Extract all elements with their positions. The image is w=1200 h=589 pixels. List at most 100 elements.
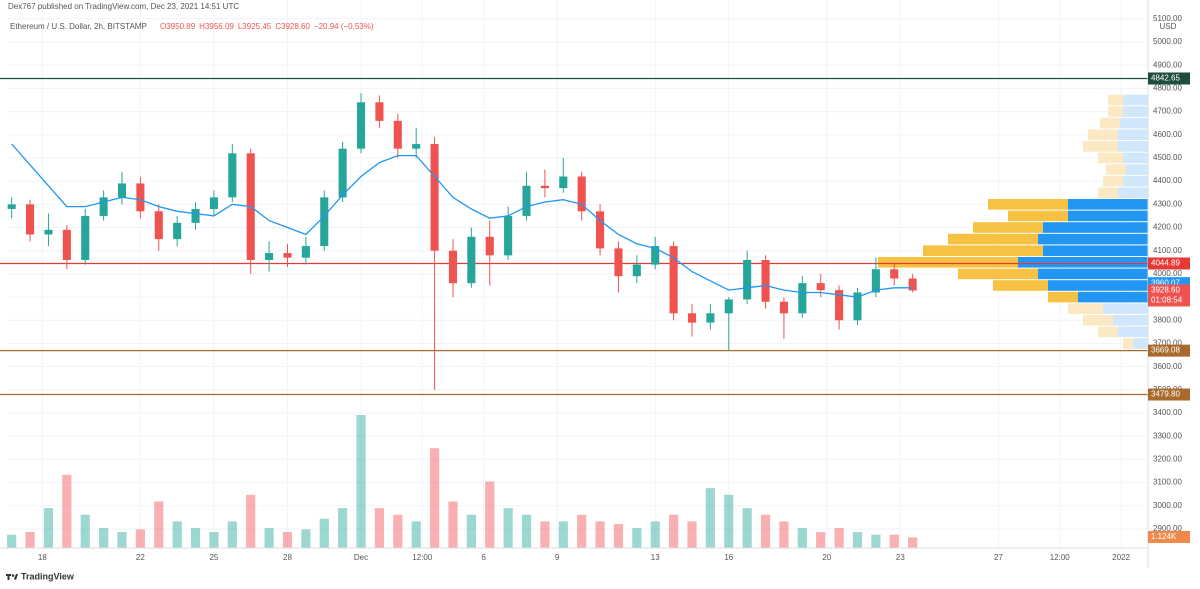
- profile-up: [1118, 326, 1148, 338]
- y-tick-label: 4200.00: [1153, 223, 1182, 232]
- volume-bar: [209, 532, 219, 548]
- volume-bar: [889, 534, 899, 548]
- candle-body: [577, 176, 586, 212]
- volume-bar: [852, 532, 863, 548]
- volume-bar: [117, 532, 127, 548]
- y-tick-label: 4700.00: [1153, 107, 1182, 116]
- x-tick-label: 27: [994, 553, 1003, 562]
- candle-body: [338, 148, 347, 198]
- level-label: 3479.80: [1151, 390, 1180, 399]
- candle-body: [283, 253, 292, 258]
- level-label-box: [1148, 257, 1190, 270]
- x-tick-label: 22: [136, 553, 145, 562]
- volume-bar: [135, 529, 145, 548]
- x-tick-label: 12:00: [1050, 553, 1071, 562]
- y-tick-label: 4500.00: [1153, 153, 1182, 162]
- price-label: 3960.07: [1151, 278, 1180, 287]
- profile-down: [1083, 141, 1118, 152]
- volume-bar: [43, 508, 54, 548]
- volume-bar: [429, 448, 440, 548]
- candle-body: [761, 259, 770, 302]
- volume-bar: [705, 488, 715, 548]
- volume-bar: [374, 508, 385, 548]
- y-tick-label: 3300.00: [1153, 431, 1182, 440]
- candle-body: [228, 153, 237, 198]
- axis: 2900.00 3000.00 3100.00 3200.00 3300.00 3400.…: [0, 0, 1190, 568]
- x-tick-label: 2022: [1112, 553, 1130, 562]
- profile-down: [1083, 314, 1113, 326]
- volume-label-box: [1148, 531, 1190, 543]
- candle-body: [908, 278, 917, 291]
- volume-bar: [319, 518, 329, 548]
- profile-up: [1018, 257, 1148, 268]
- x-tick-label: 12:00: [412, 553, 433, 562]
- volume-bar: [871, 534, 881, 548]
- candle-body: [853, 292, 862, 321]
- y-tick-label: 3200.00: [1153, 455, 1182, 464]
- price-label-box: [1148, 284, 1190, 307]
- profile-down: [1098, 187, 1118, 199]
- profile-down: [988, 199, 1068, 210]
- countdown: 01:08:54: [1151, 296, 1183, 305]
- x-tick-label: 6: [481, 553, 486, 562]
- volume-bar: [577, 514, 587, 548]
- profile-down: [1123, 338, 1133, 349]
- x-tick-label: 20: [822, 553, 831, 562]
- volume-bar: [338, 508, 348, 548]
- candle-body: [99, 197, 108, 216]
- volume-bar: [742, 508, 752, 548]
- profile-down: [1108, 94, 1123, 106]
- profile-down: [878, 257, 1018, 268]
- candle-body: [835, 290, 844, 321]
- x-tick-label: 25: [209, 553, 218, 562]
- y-tick-label: 3100.00: [1153, 478, 1182, 487]
- candle-body: [393, 120, 402, 149]
- profile-up: [1043, 245, 1148, 257]
- candle-body: [320, 197, 329, 247]
- volume-bar: [190, 528, 201, 548]
- volume-bar: [485, 481, 495, 548]
- currency: USD: [1160, 22, 1177, 31]
- x-tick-label: 18: [38, 553, 47, 562]
- candle-body: [375, 102, 384, 121]
- candle-body: [559, 176, 568, 189]
- candle-body: [265, 253, 274, 260]
- volume-bar: [356, 415, 366, 548]
- logo-shape: [7, 574, 10, 580]
- candle-body: [743, 259, 752, 300]
- ohlc-legend: O3950.89: [160, 22, 196, 31]
- candle-body: [816, 283, 825, 291]
- candle-body: [651, 246, 660, 265]
- volume-bar: [834, 528, 844, 548]
- volume-bar: [521, 514, 532, 548]
- profile-up: [1123, 106, 1148, 117]
- y-tick-label: 4400.00: [1153, 176, 1182, 185]
- profile-down: [973, 222, 1043, 233]
- volume-bar: [264, 528, 274, 548]
- level-label: 4044.89: [1151, 259, 1180, 268]
- candle-body: [44, 229, 53, 235]
- level-label: 3669.08: [1151, 346, 1180, 355]
- volume-bar: [411, 521, 421, 548]
- y-tick-label: 3400.00: [1153, 408, 1182, 417]
- profile-down: [923, 245, 1043, 257]
- volume-bar: [466, 514, 476, 548]
- level-label: 4842.65: [1151, 74, 1180, 83]
- x-tick-label: 23: [896, 553, 905, 562]
- profile-down: [1068, 303, 1103, 314]
- candle-body: [871, 269, 880, 293]
- candle-body: [191, 208, 200, 223]
- candle-body: [173, 222, 182, 240]
- profile-down: [1100, 117, 1120, 129]
- volume-bar: [816, 532, 826, 548]
- profile-up: [1103, 303, 1148, 314]
- candle-body: [467, 236, 476, 284]
- x-tick-label: 13: [651, 553, 660, 562]
- grid: [8, 0, 1148, 548]
- profile-up: [1126, 164, 1148, 175]
- profile-down: [1048, 291, 1078, 303]
- y-tick-label: 4000.00: [1153, 269, 1182, 278]
- volume-bar: [797, 528, 807, 548]
- profile-down: [1098, 326, 1118, 338]
